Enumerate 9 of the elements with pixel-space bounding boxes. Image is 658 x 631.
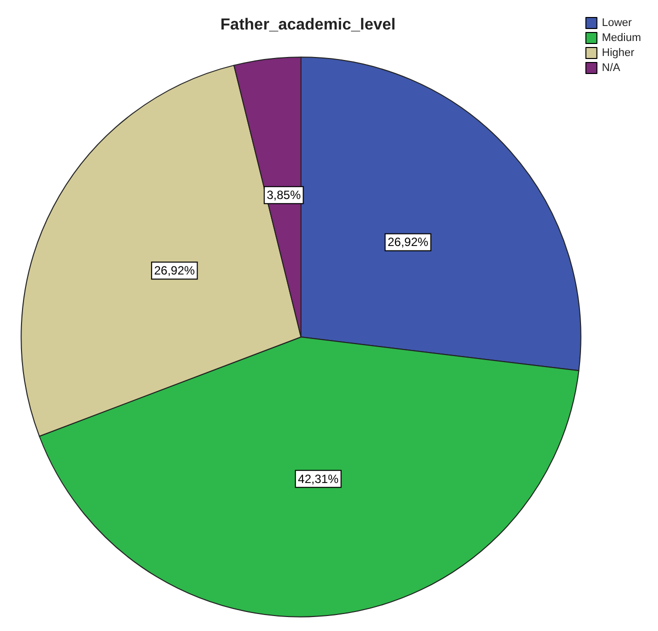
legend-label: Higher: [602, 47, 635, 59]
legend-label: Lower: [602, 17, 632, 29]
data-label: 42,31%: [298, 472, 339, 486]
chart-title: Father_academic_level: [220, 16, 396, 34]
data-label: 26,92%: [388, 235, 429, 250]
legend-label: N/A: [602, 62, 621, 74]
legend-label: Medium: [602, 32, 641, 44]
data-label: 3,85%: [266, 188, 302, 202]
data-label: 26,92%: [154, 264, 196, 278]
